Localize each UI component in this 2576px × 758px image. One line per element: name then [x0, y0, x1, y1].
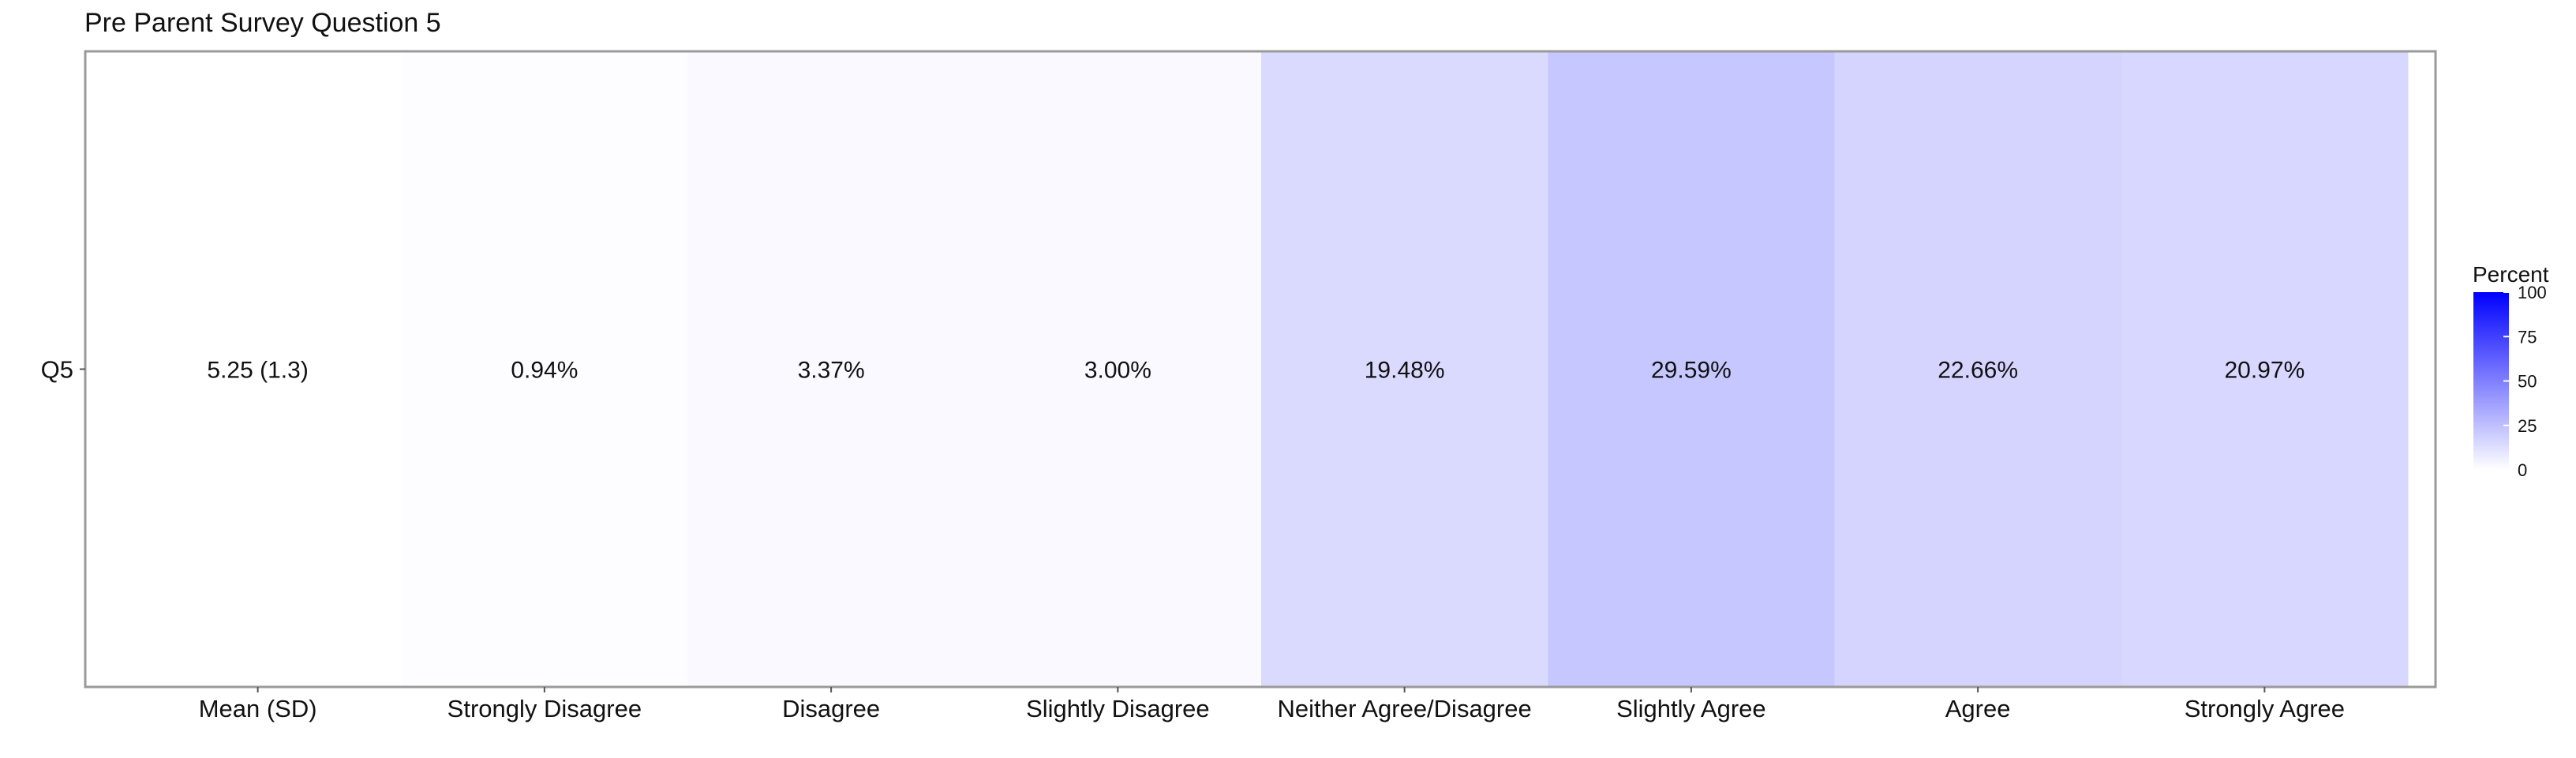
y-tick-label: Q5 — [41, 356, 73, 384]
cell-value-label: 22.66% — [1938, 358, 2018, 384]
legend-tick-label: 0 — [2518, 460, 2527, 480]
legend-tick-label: 75 — [2518, 327, 2537, 347]
legend: Percent 0 25 50 75 100 — [2473, 262, 2549, 480]
x-tick-label: Mean (SD) — [199, 695, 317, 722]
legend-ticks: 0 25 50 75 100 — [2503, 283, 2547, 480]
x-tick-label: Slightly Disagree — [1026, 695, 1210, 722]
cell-value-label: 3.37% — [798, 358, 865, 384]
x-tick-label: Disagree — [782, 695, 880, 722]
cell-value-label: 19.48% — [1365, 358, 1445, 384]
x-tick-label: Slightly Agree — [1616, 695, 1766, 722]
heatmap-cell — [1548, 51, 1835, 687]
heatmap-cell — [401, 51, 688, 687]
heatmap-cell — [974, 51, 1262, 687]
heatmap-cell — [1834, 51, 2122, 687]
heatmap-cells: 5.25 (1.3) 0.94% 3.37% 3.00% 19.48% 29.59% 22.… — [114, 51, 2409, 687]
legend-colorbar — [2473, 292, 2509, 470]
heatmap-cell — [2121, 51, 2409, 687]
heatmap-cell — [114, 51, 402, 687]
x-tick-label: Agree — [1945, 695, 2011, 722]
x-tick-label: Strongly Disagree — [447, 695, 642, 722]
legend-title: Percent — [2473, 262, 2549, 287]
x-tick-label: Strongly Agree — [2185, 695, 2345, 722]
legend-tick-label: 100 — [2518, 283, 2547, 302]
cell-value-label: 29.59% — [1651, 358, 1732, 384]
cell-value-label: 5.25 (1.3) — [207, 358, 308, 384]
legend-tick-label: 50 — [2518, 372, 2537, 392]
heatmap-cell — [687, 51, 975, 687]
cell-value-label: 0.94% — [511, 358, 578, 384]
axis-ticks: Mean (SD) Strongly Disagree Disagree Slight… — [41, 356, 2345, 723]
chart-title: Pre Parent Survey Question 5 — [84, 8, 441, 38]
x-tick-label: Neither Agree/Disagree — [1278, 695, 1532, 722]
legend-tick-label: 25 — [2518, 416, 2537, 436]
cell-value-label: 3.00% — [1084, 358, 1151, 384]
cell-value-label: 20.97% — [2225, 358, 2305, 384]
heatmap-cell — [1261, 51, 1548, 687]
